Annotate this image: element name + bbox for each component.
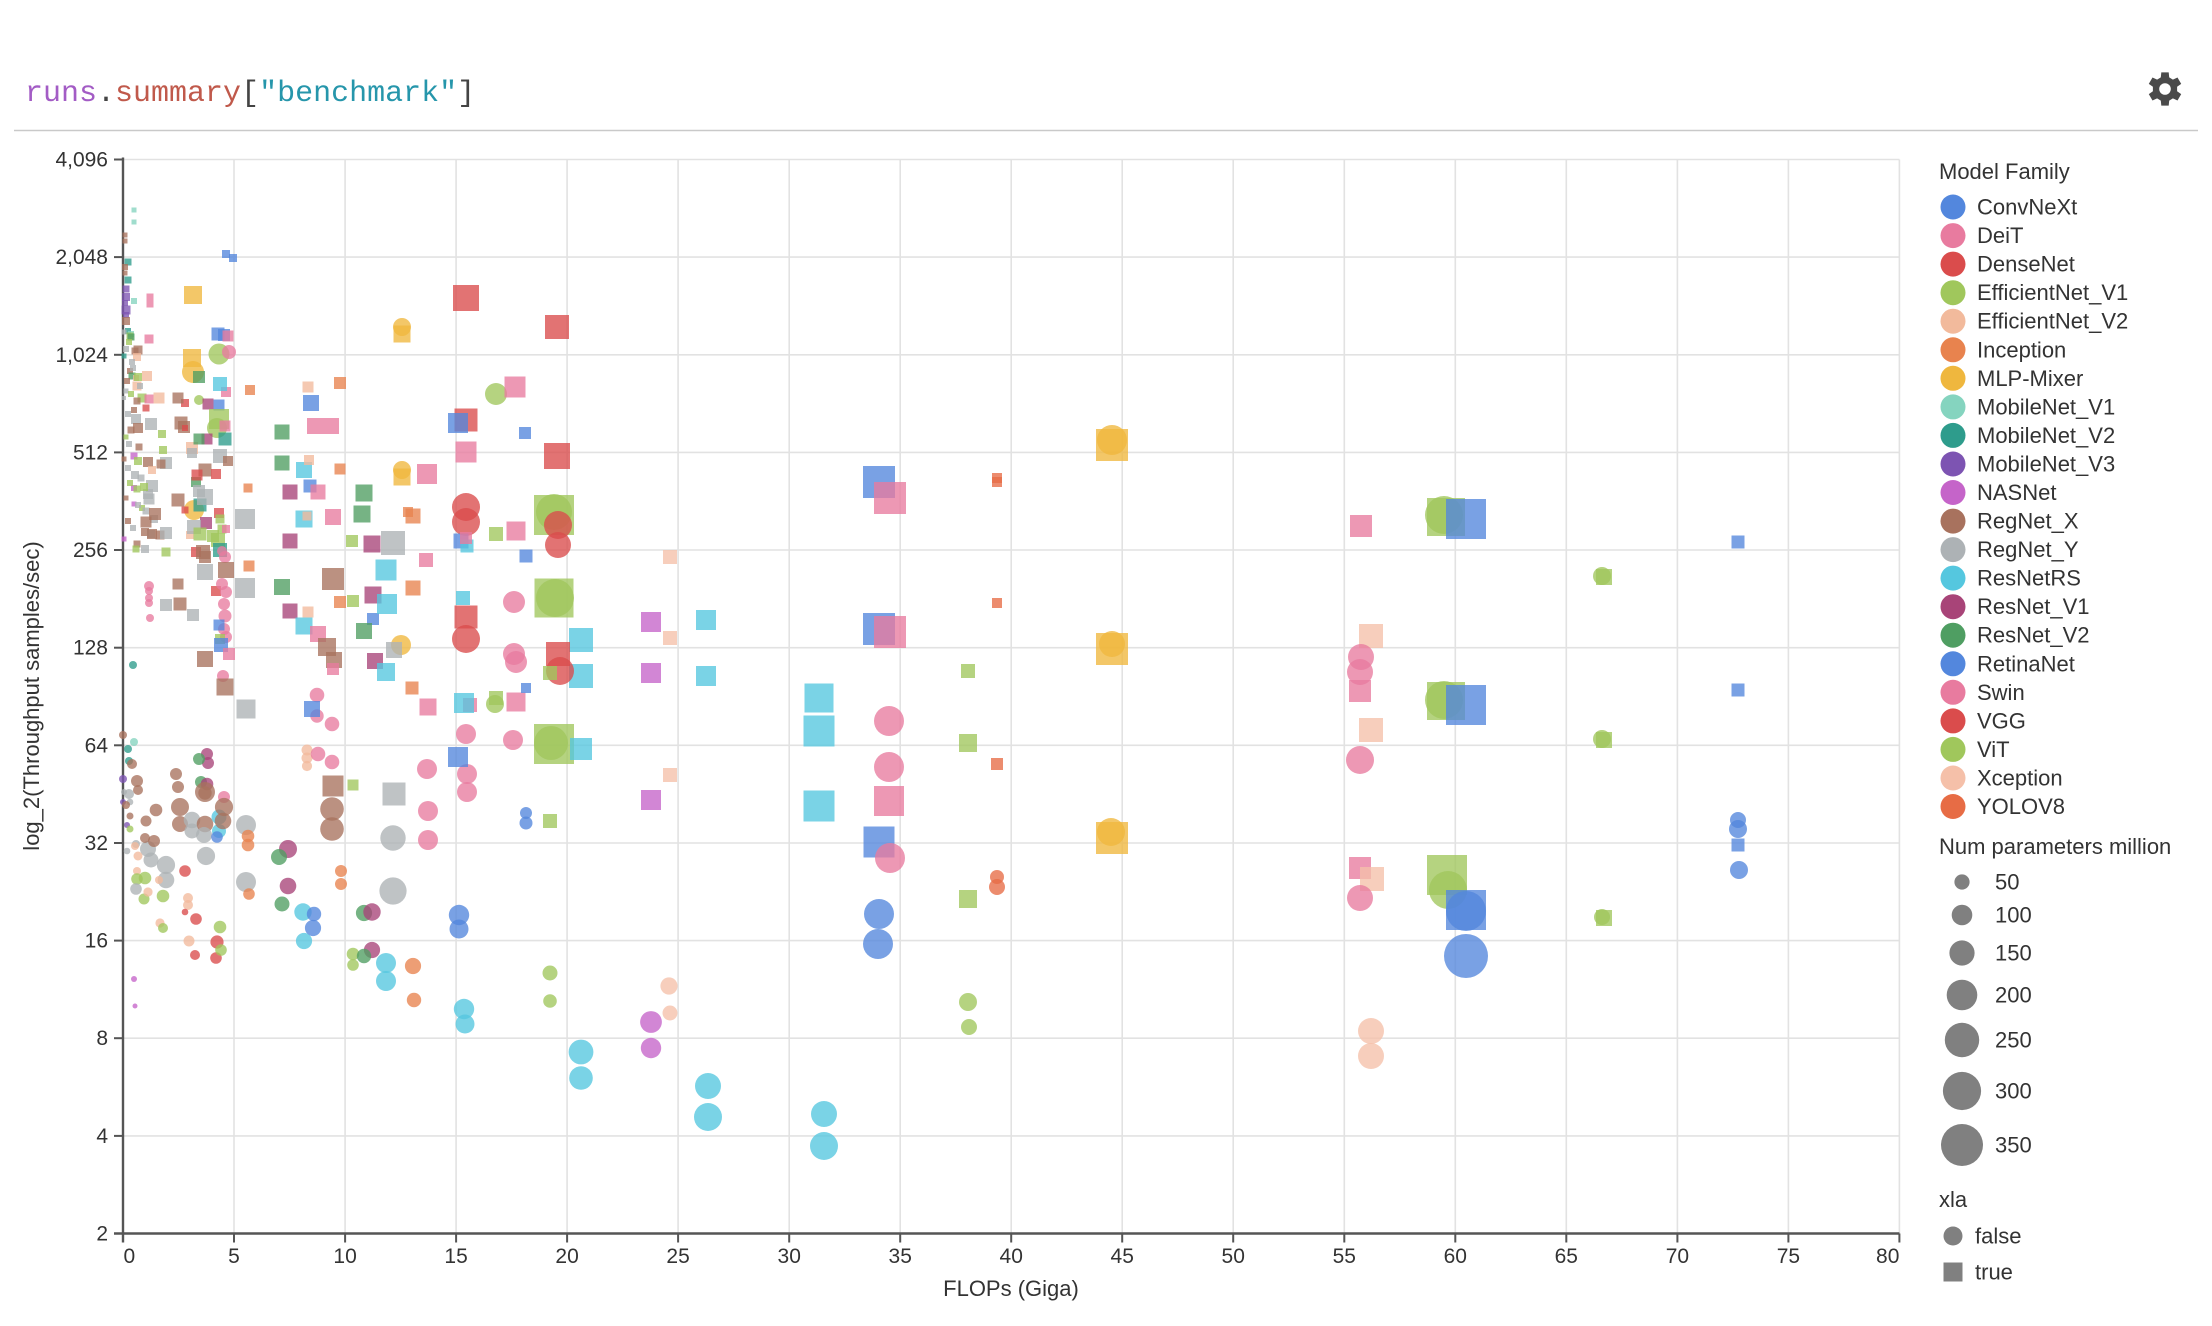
svg-text:xla: xla	[1939, 1187, 1968, 1212]
svg-text:RetinaNet: RetinaNet	[1977, 651, 2075, 676]
svg-text:0: 0	[124, 1245, 136, 1268]
svg-text:ResNet_V1: ResNet_V1	[1977, 594, 2090, 619]
svg-text:512: 512	[73, 441, 108, 464]
svg-text:ViT: ViT	[1977, 737, 2010, 762]
svg-text:128: 128	[73, 637, 108, 660]
svg-text:350: 350	[1995, 1133, 2032, 1158]
svg-text:256: 256	[73, 539, 108, 562]
svg-text:32: 32	[85, 832, 108, 855]
svg-text:RegNet_Y: RegNet_Y	[1977, 537, 2079, 562]
svg-text:80: 80	[1876, 1245, 1899, 1268]
svg-text:true: true	[1975, 1260, 2013, 1285]
svg-text:45: 45	[1111, 1245, 1134, 1268]
svg-text:Num parameters million: Num parameters million	[1939, 834, 2171, 859]
svg-text:150: 150	[1995, 941, 2032, 966]
svg-text:ConvNeXt: ConvNeXt	[1977, 195, 2077, 220]
svg-text:65: 65	[1555, 1245, 1578, 1268]
svg-text:Inception: Inception	[1977, 337, 2066, 362]
svg-text:DenseNet: DenseNet	[1977, 252, 2075, 277]
svg-text:2,048: 2,048	[55, 246, 108, 269]
svg-text:MobileNet_V1: MobileNet_V1	[1977, 394, 2115, 419]
svg-text:15: 15	[444, 1245, 467, 1268]
svg-text:35: 35	[889, 1245, 912, 1268]
svg-text:2: 2	[96, 1223, 108, 1246]
svg-text:100: 100	[1995, 903, 2032, 928]
svg-text:40: 40	[1000, 1245, 1023, 1268]
svg-text:MLP-Mixer: MLP-Mixer	[1977, 366, 2083, 391]
svg-text:300: 300	[1995, 1079, 2032, 1104]
svg-text:MobileNet_V2: MobileNet_V2	[1977, 423, 2115, 448]
svg-text:250: 250	[1995, 1028, 2032, 1053]
svg-text:55: 55	[1333, 1245, 1356, 1268]
svg-text:64: 64	[85, 734, 109, 757]
svg-text:runs.summary["benchmark"]: runs.summary["benchmark"]	[25, 77, 475, 111]
svg-text:25: 25	[666, 1245, 689, 1268]
svg-text:60: 60	[1444, 1245, 1467, 1268]
svg-text:5: 5	[228, 1245, 240, 1268]
svg-text:YOLOV8: YOLOV8	[1977, 794, 2065, 819]
svg-text:30: 30	[778, 1245, 801, 1268]
svg-text:8: 8	[96, 1027, 108, 1050]
svg-text:200: 200	[1995, 983, 2032, 1008]
svg-text:VGG: VGG	[1977, 708, 2026, 733]
svg-text:DeiT: DeiT	[1977, 223, 2023, 248]
svg-text:Model Family: Model Family	[1939, 159, 2070, 184]
svg-text:log_2(Throughput samples/sec): log_2(Throughput samples/sec)	[19, 541, 44, 850]
svg-text:75: 75	[1777, 1245, 1800, 1268]
svg-text:NASNet: NASNet	[1977, 480, 2056, 505]
svg-text:RegNet_X: RegNet_X	[1977, 509, 2079, 534]
svg-text:MobileNet_V3: MobileNet_V3	[1977, 452, 2115, 477]
svg-text:50: 50	[1222, 1245, 1245, 1268]
svg-text:50: 50	[1995, 870, 2019, 895]
svg-text:ResNetRS: ResNetRS	[1977, 566, 2081, 591]
svg-text:1,024: 1,024	[55, 344, 108, 367]
svg-text:16: 16	[85, 930, 108, 953]
svg-text:FLOPs (Giga): FLOPs (Giga)	[943, 1276, 1079, 1301]
svg-text:4: 4	[96, 1125, 108, 1148]
svg-text:10: 10	[333, 1245, 356, 1268]
svg-text:false: false	[1975, 1224, 2021, 1249]
svg-text:ResNet_V2: ResNet_V2	[1977, 623, 2090, 648]
svg-text:4,096: 4,096	[55, 149, 108, 172]
svg-text:70: 70	[1666, 1245, 1689, 1268]
svg-text:Xception: Xception	[1977, 766, 2063, 791]
svg-text:20: 20	[555, 1245, 578, 1268]
svg-text:Swin: Swin	[1977, 680, 2025, 705]
svg-text:EfficientNet_V2: EfficientNet_V2	[1977, 309, 2128, 334]
svg-text:EfficientNet_V1: EfficientNet_V1	[1977, 280, 2128, 305]
